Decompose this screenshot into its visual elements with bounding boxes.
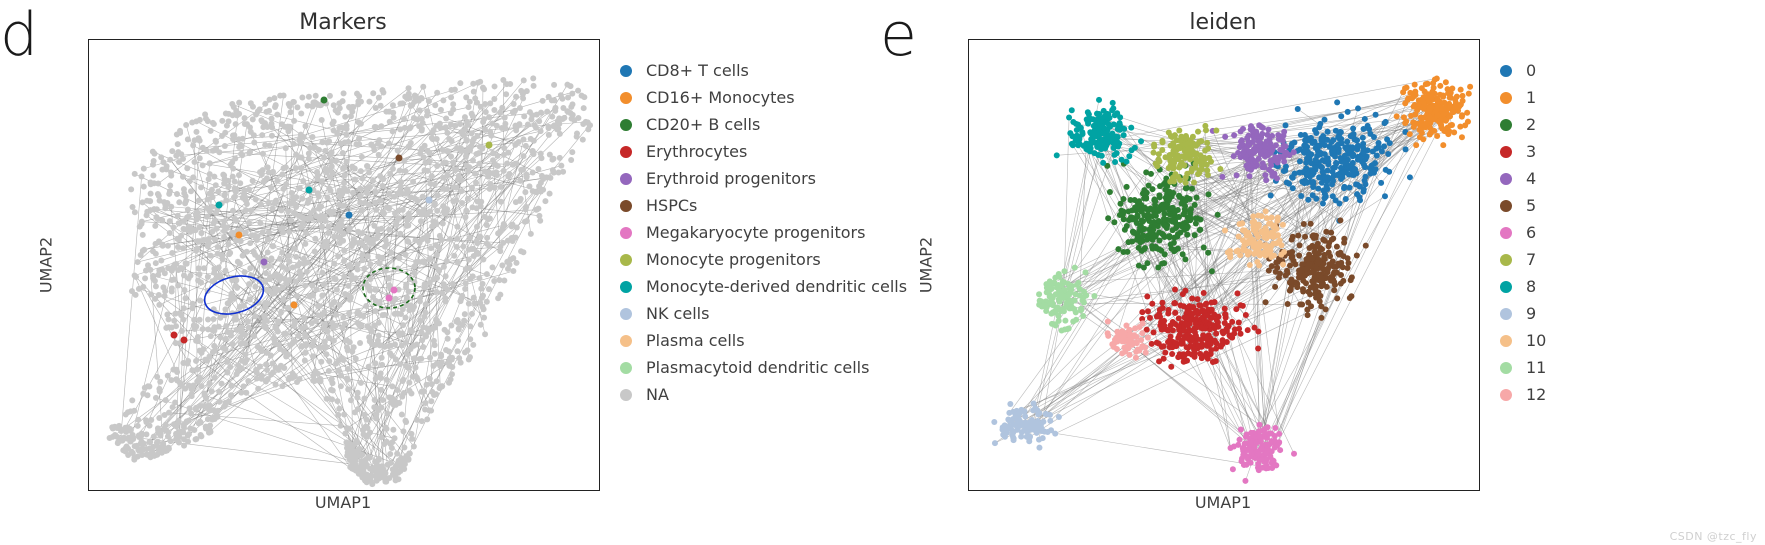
legend-swatch bbox=[620, 335, 632, 347]
panel-e-plotbox bbox=[968, 39, 1480, 491]
panel-e-svg bbox=[969, 40, 1479, 490]
legend-label: 11 bbox=[1526, 358, 1546, 377]
legend-swatch bbox=[1500, 335, 1512, 347]
legend-item: CD20+ B cells bbox=[620, 111, 907, 138]
panel-d-svg bbox=[89, 40, 599, 490]
legend-swatch bbox=[1500, 227, 1512, 239]
legend-item: Monocyte progenitors bbox=[620, 246, 907, 273]
legend-item: 7 bbox=[1500, 246, 1546, 273]
legend-swatch bbox=[620, 254, 632, 266]
legend-label: Monocyte progenitors bbox=[646, 250, 821, 269]
legend-item: Plasmacytoid dendritic cells bbox=[620, 354, 907, 381]
legend-item: 5 bbox=[1500, 192, 1546, 219]
legend-label: 7 bbox=[1526, 250, 1536, 269]
legend-label: NK cells bbox=[646, 304, 709, 323]
legend-item: Erythrocytes bbox=[620, 138, 907, 165]
panel-d: d Markers UMAP2 CD8+ T cellsCD16+ Monocy… bbox=[0, 10, 907, 512]
legend-label: Plasmacytoid dendritic cells bbox=[646, 358, 869, 377]
legend-item: 4 bbox=[1500, 165, 1546, 192]
legend-swatch bbox=[620, 227, 632, 239]
legend-swatch bbox=[620, 146, 632, 158]
legend-label: 5 bbox=[1526, 196, 1536, 215]
legend-item: Erythroid progenitors bbox=[620, 165, 907, 192]
legend-item: 2 bbox=[1500, 111, 1546, 138]
legend-label: 10 bbox=[1526, 331, 1546, 350]
legend-swatch bbox=[620, 200, 632, 212]
legend-swatch bbox=[1500, 119, 1512, 131]
legend-label: 8 bbox=[1526, 277, 1536, 296]
legend-label: 0 bbox=[1526, 61, 1536, 80]
legend-label: NA bbox=[646, 385, 669, 404]
legend-item: 8 bbox=[1500, 273, 1546, 300]
edge-layer bbox=[995, 78, 1467, 480]
legend-swatch bbox=[1500, 281, 1512, 293]
legend-swatch bbox=[620, 362, 632, 374]
watermark: CSDN @tzc_fly bbox=[1670, 530, 1757, 543]
legend-swatch bbox=[1500, 200, 1512, 212]
panel-d-plotbox bbox=[88, 39, 600, 491]
legend-label: 12 bbox=[1526, 385, 1546, 404]
legend-item: 10 bbox=[1500, 327, 1546, 354]
panel-e-xlabel: UMAP1 bbox=[968, 493, 1478, 512]
legend-item: 1 bbox=[1500, 84, 1546, 111]
panel-e-title: leiden bbox=[968, 10, 1478, 35]
legend-label: 1 bbox=[1526, 88, 1536, 107]
panel-d-plot-wrap: UMAP2 CD8+ T cells CD16+ Monocytes CD20+ B… bbox=[0, 39, 907, 491]
legend-label: Megakaryocyte progenitors bbox=[646, 223, 865, 242]
legend-swatch bbox=[1500, 92, 1512, 104]
legend-item: 11 bbox=[1500, 354, 1546, 381]
legend-label: Erythroid progenitors bbox=[646, 169, 816, 188]
legend-item: 3 bbox=[1500, 138, 1546, 165]
legend-swatch bbox=[1500, 308, 1512, 320]
panel-d-title: Markers bbox=[88, 10, 598, 35]
legend-label: Erythrocytes bbox=[646, 142, 747, 161]
legend-label: CD8+ T cells bbox=[646, 61, 749, 80]
legend-item: 12 bbox=[1500, 381, 1546, 408]
panel-e-ylabel: UMAP2 bbox=[917, 237, 936, 293]
legend-swatch bbox=[620, 92, 632, 104]
legend-swatch bbox=[620, 119, 632, 131]
legend-item: NA bbox=[620, 381, 907, 408]
panel-e-legend: 0123456789101112 bbox=[1500, 57, 1546, 408]
legend-item: Plasma cells bbox=[620, 327, 907, 354]
legend-label: HSPCs bbox=[646, 196, 697, 215]
panel-d-legend: CD8+ T cells CD16+ Monocytes CD20+ B cells… bbox=[620, 57, 907, 408]
figure-root: d Markers UMAP2 CD8+ T cellsCD16+ Monocy… bbox=[0, 0, 1765, 545]
legend-swatch bbox=[620, 65, 632, 77]
legend-swatch bbox=[620, 173, 632, 185]
legend-item: Megakaryocyte progenitors bbox=[620, 219, 907, 246]
legend-item: CD8+ T cells bbox=[620, 57, 907, 84]
legend-item: 0 bbox=[1500, 57, 1546, 84]
legend-label: CD20+ B cells bbox=[646, 115, 760, 134]
legend-swatch bbox=[1500, 65, 1512, 77]
legend-label: 6 bbox=[1526, 223, 1536, 242]
legend-item: NK cells bbox=[620, 300, 907, 327]
legend-swatch bbox=[620, 308, 632, 320]
legend-item: 9 bbox=[1500, 300, 1546, 327]
legend-label: Monocyte-derived dendritic cells bbox=[646, 277, 907, 296]
legend-swatch bbox=[1500, 254, 1512, 266]
legend-item: 6 bbox=[1500, 219, 1546, 246]
legend-label: 3 bbox=[1526, 142, 1536, 161]
panel-e-plot-wrap: UMAP2 0123456789101112 bbox=[880, 39, 1546, 491]
panel-e: e leiden UMAP2 0123456789101112 UMAP1 bbox=[880, 10, 1546, 512]
legend-swatch bbox=[1500, 146, 1512, 158]
legend-swatch bbox=[1500, 173, 1512, 185]
legend-item: Monocyte-derived dendritic cells bbox=[620, 273, 907, 300]
legend-label: Plasma cells bbox=[646, 331, 745, 350]
legend-label: CD16+ Monocytes bbox=[646, 88, 795, 107]
legend-swatch bbox=[1500, 362, 1512, 374]
legend-swatch bbox=[1500, 389, 1512, 401]
legend-swatch bbox=[620, 389, 632, 401]
panel-d-ylabel: UMAP2 bbox=[37, 237, 56, 293]
legend-item: CD16+ Monocytes bbox=[620, 84, 907, 111]
legend-label: 4 bbox=[1526, 169, 1536, 188]
legend-item: HSPCs bbox=[620, 192, 907, 219]
legend-label: 9 bbox=[1526, 304, 1536, 323]
legend-label: 2 bbox=[1526, 115, 1536, 134]
panel-d-xlabel: UMAP1 bbox=[88, 493, 598, 512]
legend-swatch bbox=[620, 281, 632, 293]
